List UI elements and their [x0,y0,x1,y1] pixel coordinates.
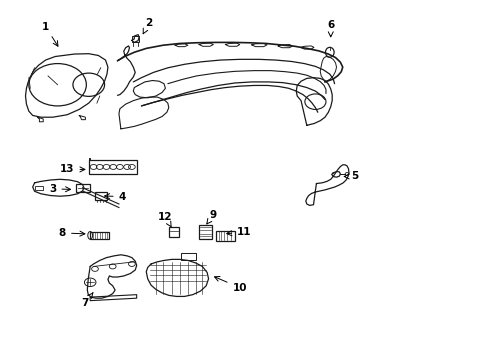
Text: 2: 2 [143,18,152,34]
Bar [35,186,43,190]
Text: 3: 3 [49,184,70,194]
Bar [90,231,109,239]
Bar [215,231,234,241]
Text: 7: 7 [81,293,93,308]
Text: 1: 1 [42,22,58,46]
Text: 10: 10 [214,276,246,293]
Text: 12: 12 [158,212,172,227]
Bar [168,226,179,237]
Bar [132,36,138,42]
Text: 11: 11 [226,227,251,237]
Text: 4: 4 [104,192,126,202]
Text: 8: 8 [59,228,85,238]
Text: 6: 6 [326,20,334,37]
Bar [181,253,195,260]
Bar [199,225,212,239]
Text: 5: 5 [344,171,358,181]
Bar [89,160,137,174]
Bar [76,184,90,192]
Text: 13: 13 [60,165,85,174]
Text: 9: 9 [206,210,217,224]
Bar [95,192,107,200]
